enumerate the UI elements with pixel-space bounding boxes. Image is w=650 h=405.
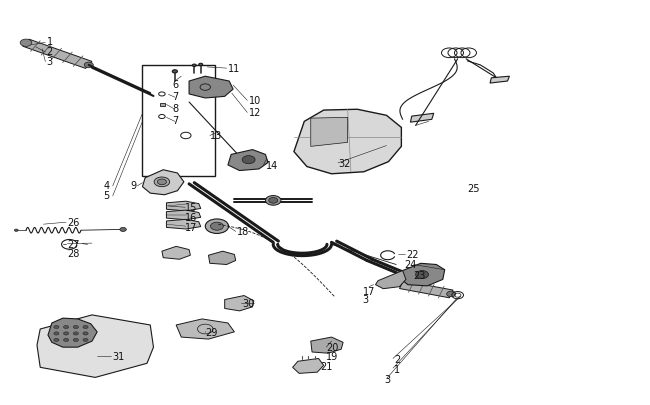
Circle shape [20, 40, 32, 47]
Circle shape [73, 339, 79, 342]
Circle shape [447, 291, 456, 297]
Text: 1: 1 [395, 364, 400, 374]
Circle shape [83, 339, 88, 342]
Circle shape [83, 326, 88, 329]
Text: 31: 31 [112, 351, 125, 361]
Circle shape [54, 326, 59, 329]
Polygon shape [166, 202, 201, 211]
Text: 2: 2 [395, 354, 400, 364]
Circle shape [64, 332, 69, 335]
Text: 32: 32 [338, 158, 350, 168]
Circle shape [199, 64, 203, 66]
Text: 21: 21 [320, 361, 332, 371]
Polygon shape [410, 114, 434, 123]
Text: 8: 8 [172, 104, 178, 114]
Text: 3: 3 [385, 375, 391, 384]
Polygon shape [400, 281, 453, 298]
Text: 14: 14 [265, 160, 278, 171]
Text: 9: 9 [131, 181, 137, 191]
Circle shape [157, 179, 166, 185]
Circle shape [154, 177, 170, 187]
Circle shape [242, 156, 255, 164]
Polygon shape [225, 296, 254, 311]
Text: 19: 19 [326, 352, 339, 362]
Text: 6: 6 [172, 80, 178, 90]
Text: 13: 13 [210, 130, 222, 140]
Circle shape [415, 271, 428, 279]
Circle shape [73, 332, 79, 335]
Text: 26: 26 [68, 217, 80, 228]
Text: 23: 23 [413, 270, 426, 280]
Text: 20: 20 [326, 342, 339, 352]
Polygon shape [228, 150, 268, 171]
Polygon shape [311, 337, 343, 353]
Text: 7: 7 [172, 116, 179, 126]
Polygon shape [209, 252, 236, 265]
Circle shape [54, 332, 59, 335]
Polygon shape [292, 358, 324, 373]
Text: 11: 11 [228, 64, 240, 74]
Polygon shape [160, 104, 165, 107]
Circle shape [211, 223, 224, 231]
Text: 10: 10 [249, 96, 261, 106]
Text: 28: 28 [68, 248, 80, 258]
Text: 17: 17 [185, 223, 198, 233]
Circle shape [83, 332, 88, 335]
Polygon shape [311, 118, 348, 147]
Text: 5: 5 [103, 190, 110, 200]
Polygon shape [162, 247, 190, 260]
Text: 25: 25 [467, 183, 480, 194]
Circle shape [54, 339, 59, 342]
Circle shape [64, 339, 69, 342]
Polygon shape [376, 271, 406, 289]
Polygon shape [23, 40, 92, 69]
Circle shape [192, 65, 196, 67]
Text: 7: 7 [172, 92, 179, 102]
Text: 22: 22 [406, 250, 419, 260]
Circle shape [120, 228, 126, 232]
Text: 12: 12 [249, 108, 261, 118]
Text: 27: 27 [68, 239, 80, 249]
Polygon shape [400, 264, 445, 286]
Polygon shape [166, 220, 201, 230]
Text: 2: 2 [47, 47, 53, 57]
Polygon shape [142, 171, 184, 195]
Text: 17: 17 [363, 286, 375, 296]
Text: 24: 24 [404, 260, 417, 270]
Polygon shape [490, 77, 510, 84]
Circle shape [64, 326, 69, 329]
Text: 29: 29 [205, 327, 218, 337]
Polygon shape [176, 319, 235, 339]
Circle shape [265, 196, 281, 206]
Text: 16: 16 [185, 213, 198, 223]
Circle shape [268, 198, 278, 204]
Circle shape [84, 63, 94, 68]
Text: 30: 30 [242, 298, 254, 308]
Polygon shape [189, 77, 233, 99]
Polygon shape [37, 315, 153, 377]
Text: 3: 3 [47, 57, 53, 67]
Text: 18: 18 [237, 227, 249, 237]
Text: 1: 1 [47, 36, 53, 47]
Text: 3: 3 [363, 294, 369, 304]
Circle shape [14, 230, 18, 232]
Circle shape [172, 70, 177, 74]
Circle shape [73, 326, 79, 329]
Polygon shape [166, 211, 201, 220]
Text: 15: 15 [185, 203, 198, 213]
Text: 4: 4 [103, 180, 110, 190]
Polygon shape [48, 318, 98, 347]
Circle shape [205, 220, 229, 234]
Polygon shape [294, 110, 401, 174]
